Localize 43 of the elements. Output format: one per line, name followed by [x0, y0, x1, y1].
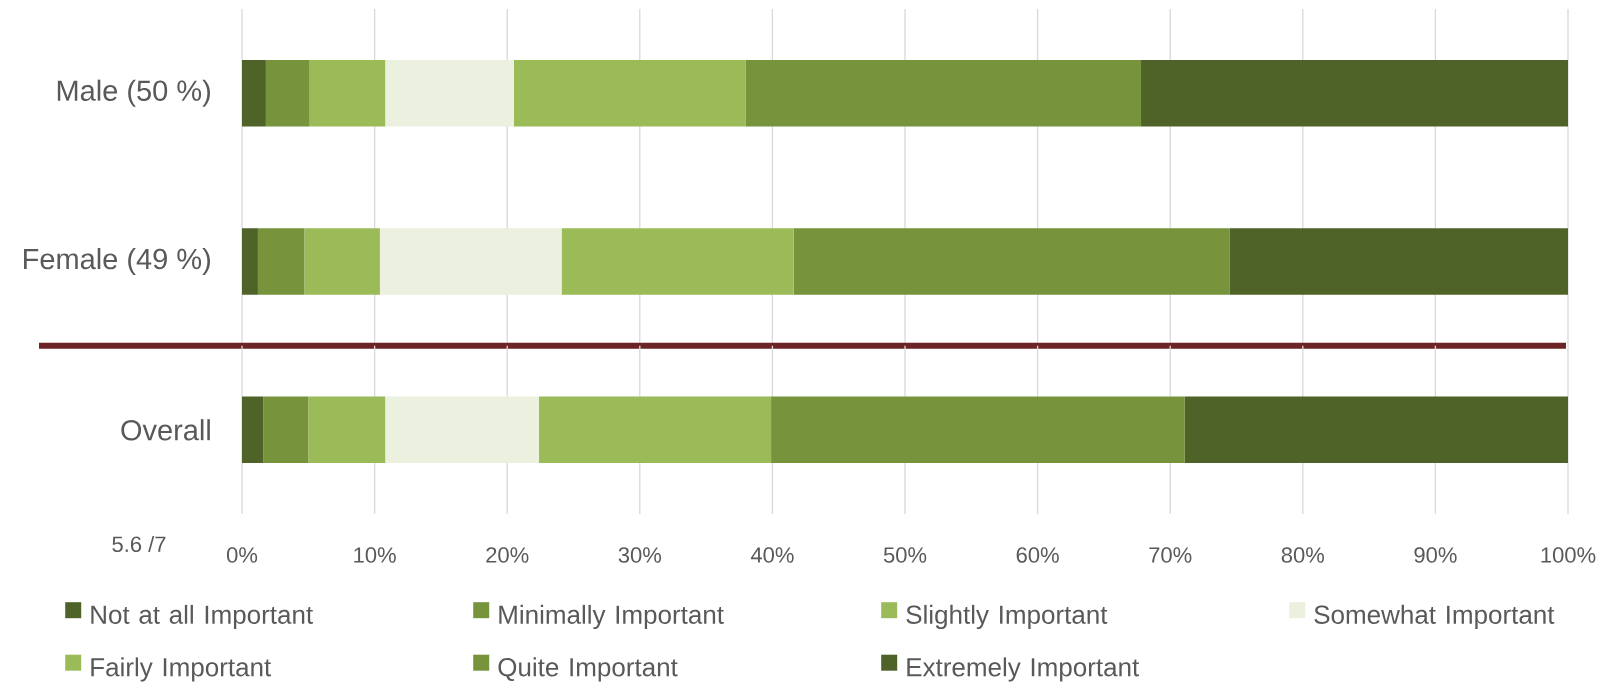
legend-label: Extremely Important: [907, 657, 1140, 682]
legend-label: Minimally Important: [499, 604, 724, 630]
bar: [561, 228, 794, 295]
x-tick-label: 50%: [883, 547, 927, 563]
bar: [745, 59, 1142, 127]
bar: [793, 228, 1230, 295]
bar: [308, 396, 386, 464]
bar: [771, 396, 1185, 464]
x-tick-label: 0%: [226, 547, 258, 563]
bar: [1141, 59, 1568, 127]
bar: [304, 228, 380, 295]
x-tick-label: 60%: [1016, 547, 1059, 563]
bar: [539, 396, 772, 464]
y-tick-label: Female (49 %): [24, 247, 210, 275]
text: 5.6 /7: [112, 535, 166, 553]
bar: [242, 228, 258, 295]
x-tick-label: 70%: [1149, 547, 1192, 563]
bar: [309, 59, 386, 127]
x-tick-label: 20%: [486, 547, 529, 563]
bar: [385, 59, 514, 127]
legend-label: Quite Important: [498, 657, 678, 682]
bar: [379, 228, 562, 295]
x-tick-label: 40%: [750, 547, 794, 563]
bar: [385, 396, 540, 464]
x-tick-label: 100%: [1541, 547, 1596, 563]
y-tick-label: Overall: [121, 419, 210, 441]
x-tick-label: 30%: [618, 547, 662, 563]
bar: [265, 59, 310, 127]
y-tick-label: Male (50 %): [57, 79, 210, 107]
legend-label: Not at all Important: [91, 604, 313, 630]
x-tick-label: 10%: [354, 547, 396, 563]
x-tick-label: 80%: [1281, 547, 1325, 563]
bar: [513, 59, 746, 127]
bar: [242, 59, 266, 127]
legend-label: Somewhat Important: [1314, 604, 1555, 630]
bar: [263, 396, 309, 464]
x-tick-label: 90%: [1414, 547, 1457, 563]
bar: [1229, 228, 1568, 295]
bar: [257, 228, 305, 295]
bar: [1184, 396, 1568, 464]
legend-label: Slightly Important: [906, 604, 1108, 630]
legend-label: Fairly Important: [91, 657, 272, 682]
bar: [242, 396, 264, 464]
